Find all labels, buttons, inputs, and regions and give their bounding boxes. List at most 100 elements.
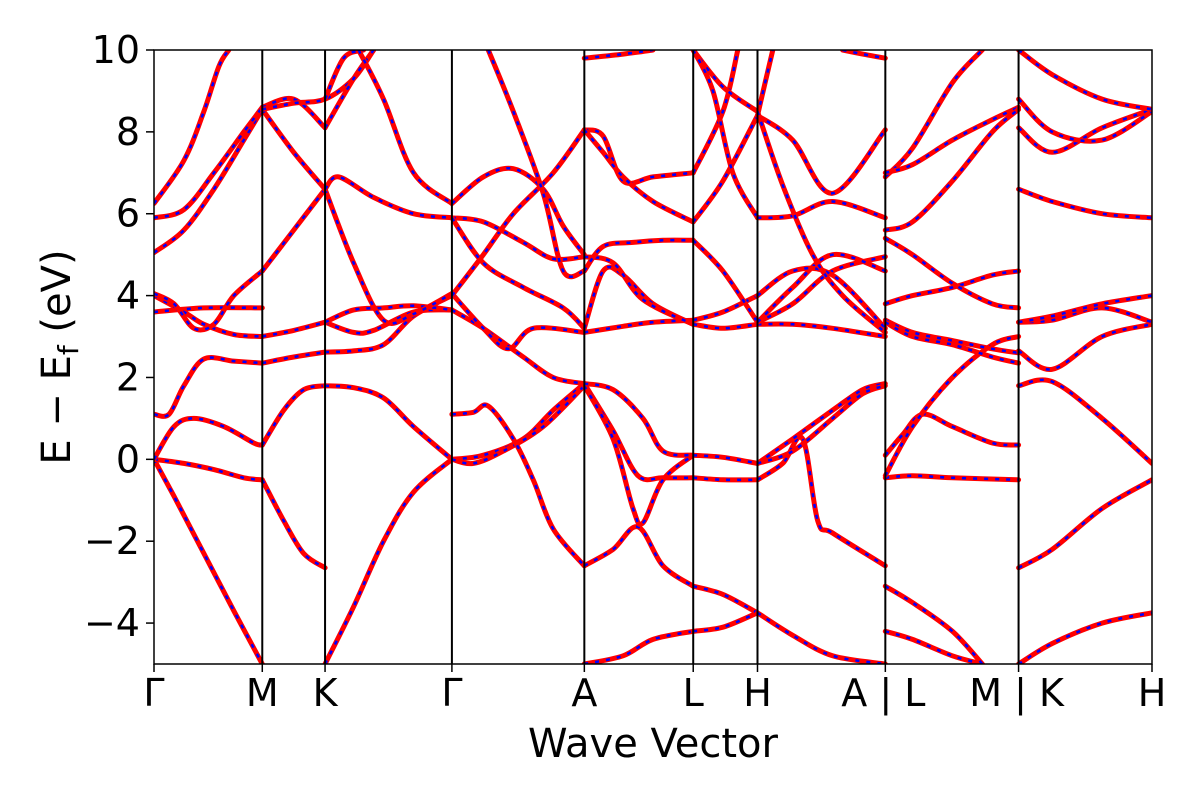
- band-line-dashed: [756, 110, 887, 334]
- band-line-dashed: [756, 382, 886, 465]
- band-line-solid: [1016, 477, 1152, 571]
- band-line-dashed: [884, 321, 1019, 365]
- band-line-dashed: [583, 525, 694, 588]
- band-line-solid: [322, 383, 455, 462]
- band-line-dashed: [450, 292, 585, 351]
- band-line-dashed: [884, 630, 983, 664]
- band-line-dashed: [324, 175, 453, 220]
- band-line-dashed: [583, 128, 694, 224]
- band-line-dashed: [1017, 50, 1152, 111]
- band-line-dashed: [884, 585, 984, 664]
- band-line-solid: [449, 402, 587, 569]
- band-line-dashed: [1017, 323, 1152, 371]
- y-tick-label: −4: [84, 601, 140, 645]
- band-line-solid: [882, 334, 1022, 479]
- band-line-dashed: [1017, 611, 1152, 664]
- band-line-dashed: [450, 217, 586, 330]
- band-line-solid: [259, 383, 328, 448]
- band-line-solid: [690, 610, 760, 634]
- band-line-dashed: [692, 50, 740, 174]
- band-line-solid: [322, 456, 455, 664]
- band-line-solid: [1016, 610, 1152, 664]
- y-tick-label: 8: [116, 110, 140, 154]
- band-line-solid: [154, 305, 265, 315]
- band-line-dashed: [1017, 108, 1152, 154]
- band-line-solid: [581, 50, 656, 61]
- band-line-solid: [755, 265, 888, 331]
- band-line-dashed: [1018, 188, 1152, 220]
- band-line-solid: [690, 293, 760, 323]
- y-tick-label: 2: [116, 355, 140, 399]
- band-line-dashed: [757, 384, 886, 465]
- band-line-dashed: [757, 200, 886, 220]
- band-line-dashed: [154, 458, 264, 664]
- band-line-dashed: [1017, 478, 1152, 569]
- band-line-dashed: [1018, 378, 1152, 465]
- band-line-dashed: [325, 384, 453, 461]
- band-line-solid: [449, 215, 587, 262]
- band-line-solid: [690, 50, 741, 176]
- band-line-dashed: [583, 238, 694, 272]
- band-line-solid: [581, 237, 696, 274]
- y-axis-label: E − Ef (eV): [34, 249, 85, 464]
- x-tick-label: L: [683, 671, 704, 715]
- band-line-solid: [259, 186, 328, 274]
- band-line-dashed: [451, 403, 586, 567]
- band-line-dashed: [692, 239, 759, 323]
- x-tick-label: H: [1138, 671, 1167, 715]
- band-line-dashed: [756, 611, 886, 664]
- plot-frame: [153, 49, 1153, 665]
- y-tick-label: 10: [92, 28, 140, 72]
- band-line-dashed: [584, 318, 694, 334]
- band-line-solid: [581, 381, 696, 458]
- band-line-dashed: [584, 630, 694, 664]
- band-line-solid: [1016, 106, 1152, 155]
- band-line-dashed: [154, 417, 263, 460]
- band-line-solid: [259, 477, 328, 571]
- band-line-solid: [882, 106, 1022, 233]
- band-line-solid: [154, 456, 265, 483]
- band-line-dashed: [583, 265, 694, 329]
- band-line-dashed: [324, 50, 375, 129]
- band-line-dashed: [693, 611, 758, 633]
- y-tick-label: −2: [84, 519, 140, 563]
- band-line-solid: [356, 50, 455, 206]
- band-line-solid: [755, 610, 888, 664]
- band-line-dashed: [451, 166, 586, 256]
- band-line-dashed: [756, 50, 775, 116]
- band-line-dashed: [261, 384, 326, 446]
- high-symmetry-lines: [261, 50, 1020, 664]
- y-axis-label-subscript: f: [52, 344, 85, 355]
- band-line-solid: [755, 321, 888, 339]
- band-line-solid: [1016, 96, 1152, 144]
- band-line-solid: [259, 319, 328, 339]
- band-line-dashed: [693, 476, 758, 482]
- band-line-solid: [882, 317, 1022, 356]
- band-line-solid: [322, 174, 455, 221]
- band-line-dashed: [885, 474, 1019, 482]
- band-line-dashed: [693, 453, 758, 465]
- band-line-dashed: [1018, 294, 1152, 324]
- band-line-dashed: [154, 106, 264, 220]
- band-line-dashed: [261, 188, 327, 272]
- band-line-dashed: [154, 108, 264, 254]
- band-line-dashed: [154, 356, 263, 418]
- band-line-solid: [1016, 50, 1152, 112]
- y-tick-label: 6: [116, 192, 140, 236]
- x-tick-label: Γ: [143, 671, 164, 715]
- x-tick-label: K: [313, 671, 339, 715]
- band-line-dashed: [261, 108, 327, 191]
- band-line-dashed: [451, 308, 585, 385]
- band-line-solid: [882, 104, 1022, 176]
- band-line-dashed: [884, 269, 1019, 305]
- band-line-dashed: [584, 382, 694, 457]
- y-axis-label-unit: (eV): [34, 249, 80, 345]
- band-line-solid: [690, 452, 760, 466]
- band-line-solid: [154, 268, 265, 333]
- band-line-solid: [154, 355, 265, 419]
- band-line-dashed: [756, 114, 887, 195]
- x-tick-label: A: [571, 671, 597, 715]
- x-tick-label: H: [743, 671, 772, 715]
